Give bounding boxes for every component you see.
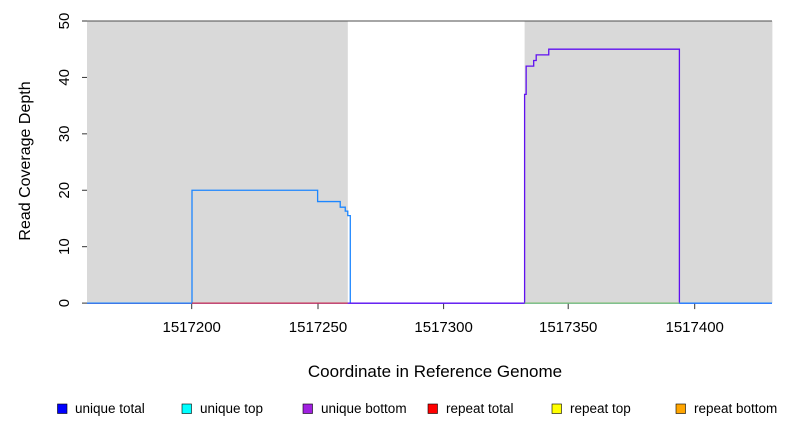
svg-text:1517200: 1517200 xyxy=(162,319,220,336)
svg-text:1517350: 1517350 xyxy=(539,319,597,336)
svg-text:unique bottom: unique bottom xyxy=(321,401,407,416)
svg-text:20: 20 xyxy=(56,182,73,199)
svg-text:Read Coverage Depth: Read Coverage Depth xyxy=(17,81,34,240)
svg-text:50: 50 xyxy=(56,13,73,30)
svg-text:1517400: 1517400 xyxy=(665,319,723,336)
svg-text:40: 40 xyxy=(56,69,73,86)
svg-text:unique top: unique top xyxy=(200,401,263,416)
svg-text:10: 10 xyxy=(56,238,73,255)
svg-text:1517300: 1517300 xyxy=(414,319,472,336)
svg-text:Coordinate in Reference Genome: Coordinate in Reference Genome xyxy=(308,362,562,381)
svg-text:unique total: unique total xyxy=(75,401,145,416)
svg-text:repeat top: repeat top xyxy=(570,401,631,416)
svg-text:0: 0 xyxy=(56,299,73,307)
svg-text:repeat bottom: repeat bottom xyxy=(694,401,777,416)
svg-text:repeat total: repeat total xyxy=(446,401,514,416)
svg-text:30: 30 xyxy=(56,125,73,142)
svg-text:1517250: 1517250 xyxy=(289,319,347,336)
